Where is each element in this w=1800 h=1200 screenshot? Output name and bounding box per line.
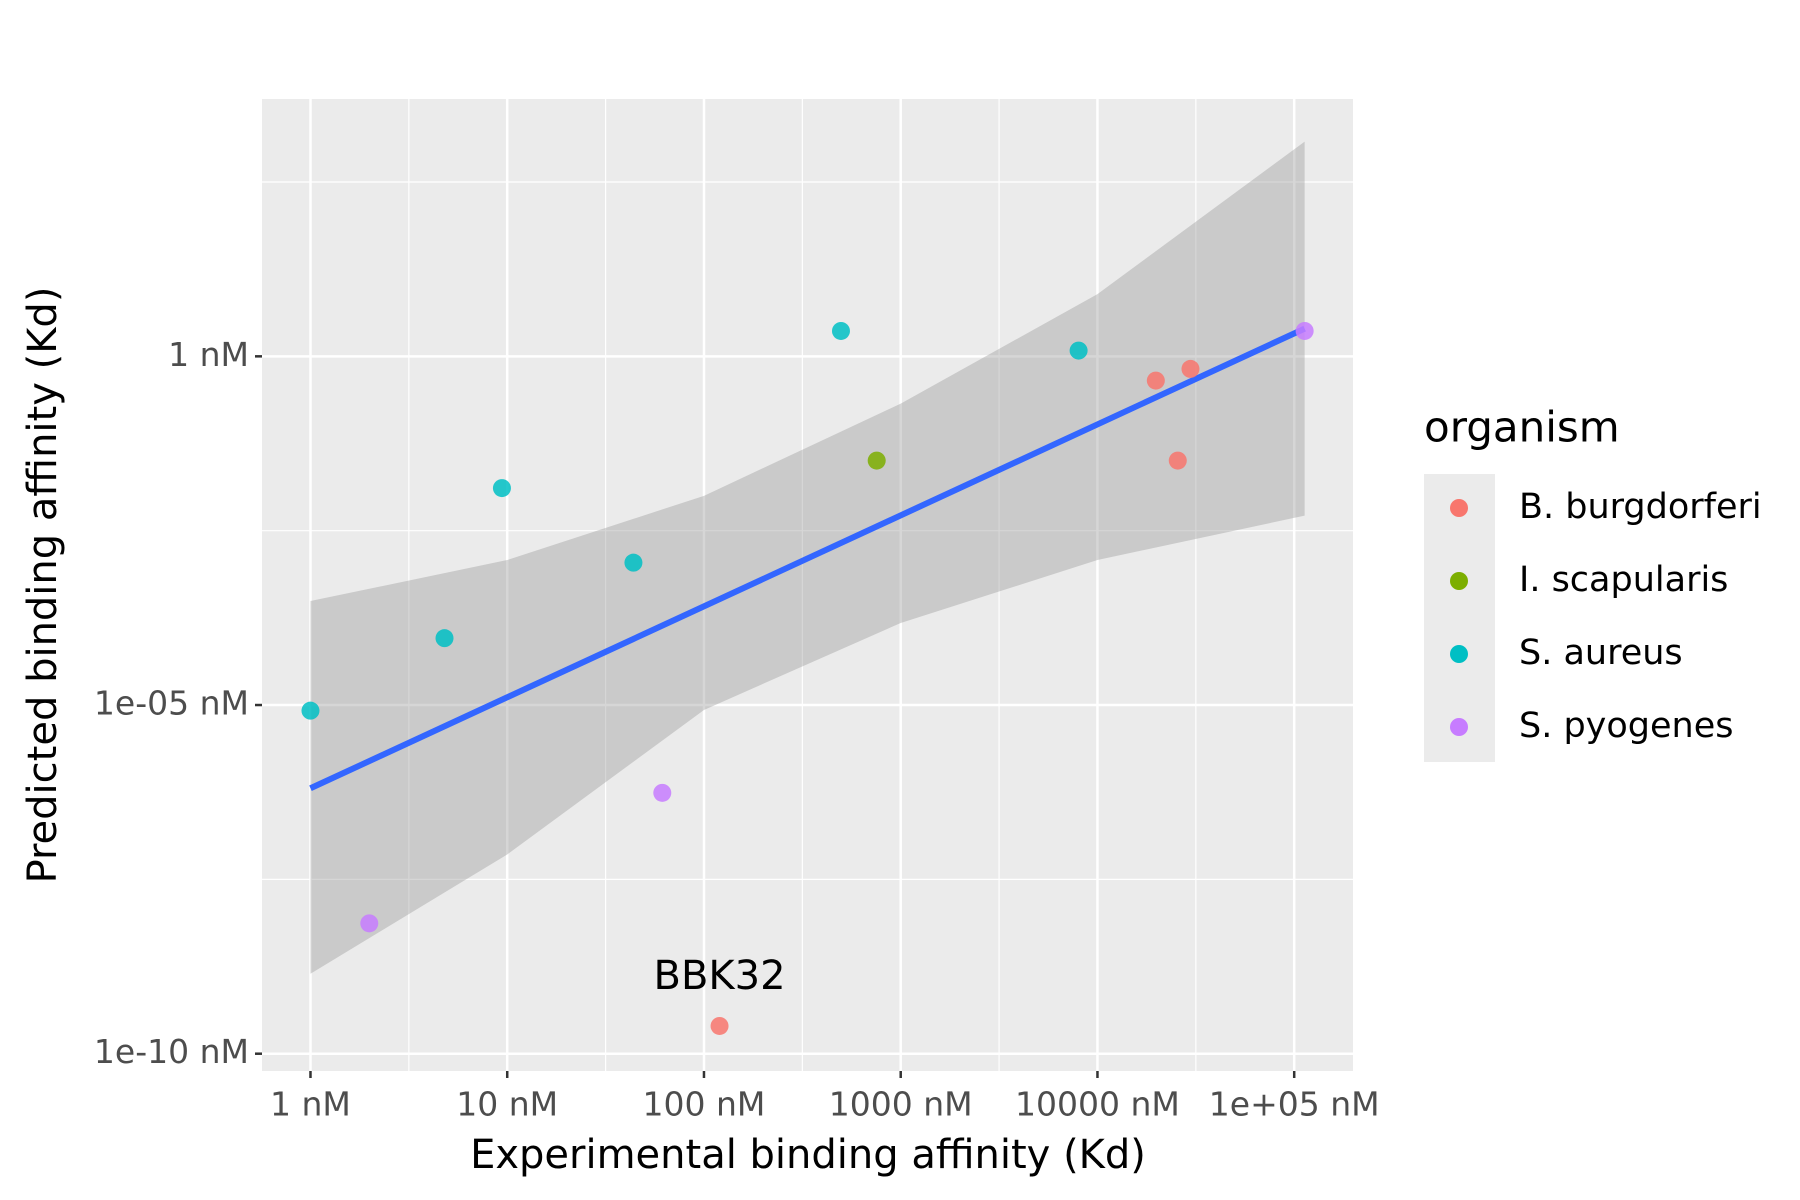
point	[867, 451, 886, 470]
legend-key	[1450, 572, 1468, 590]
point	[624, 553, 643, 572]
legend-label: S. pyogenes	[1519, 706, 1734, 746]
x-axis-title: Experimental binding affinity (Kd)	[470, 1132, 1146, 1178]
y-tick-label: 1e-10 nM	[94, 1032, 249, 1071]
legend-label: S. aureus	[1519, 633, 1683, 673]
legend-label: B. burgdorferi	[1519, 487, 1762, 527]
point	[1295, 321, 1314, 340]
legend-key-background	[1424, 474, 1495, 762]
point	[1069, 341, 1088, 360]
legend-key	[1450, 645, 1468, 663]
y-tick-label: 1e-05 nM	[94, 684, 249, 723]
point-label: BBK32	[654, 953, 786, 999]
fit-line	[309, 325, 1306, 792]
point	[710, 1016, 729, 1035]
point	[1181, 359, 1200, 378]
legend-label: I. scapularis	[1519, 560, 1728, 600]
point	[1168, 451, 1187, 470]
point	[1146, 371, 1165, 390]
point	[653, 783, 672, 802]
legend-title: organism	[1424, 403, 1620, 452]
legend-key	[1450, 718, 1468, 736]
y-axis-title: Predicted binding affinity (Kd)	[20, 287, 66, 884]
x-tick-label: 10 nM	[456, 1085, 558, 1124]
panel	[262, 99, 1353, 1071]
point	[492, 479, 511, 498]
x-tick-label: 10000 nM	[1015, 1085, 1180, 1124]
y-tick-label: 1 nM	[168, 335, 249, 374]
point	[435, 629, 454, 648]
x-tick-label: 100 nM	[643, 1085, 766, 1124]
point	[301, 701, 320, 720]
x-tick-label: 1 nM	[270, 1085, 351, 1124]
point	[360, 914, 379, 933]
x-tick-label: 1000 nM	[829, 1085, 973, 1124]
point	[831, 321, 850, 340]
x-tick-label: 1e+05 nM	[1209, 1085, 1380, 1124]
legend-key	[1450, 499, 1468, 517]
